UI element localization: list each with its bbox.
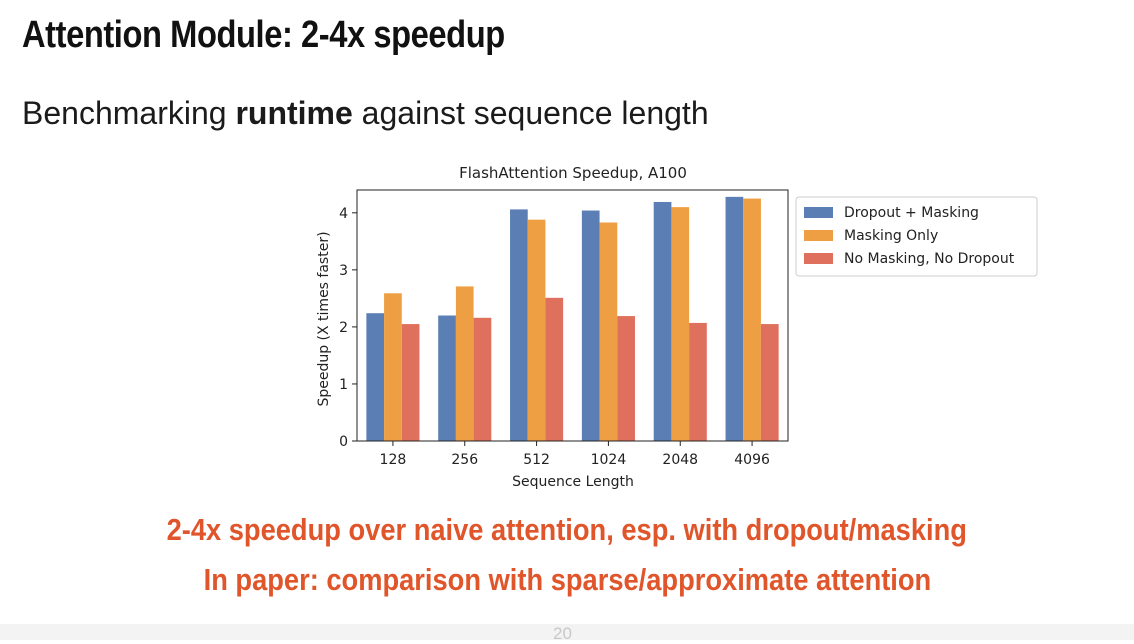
bar [545, 297, 564, 441]
y-tick-label: 4 [339, 206, 348, 222]
bar [653, 201, 672, 441]
legend-frame [795, 196, 1038, 277]
bar [617, 316, 635, 441]
legend-label: No Masking, No Dropout [844, 251, 1015, 267]
y-tick-label: 3 [339, 263, 348, 279]
y-tick-label: 2 [339, 320, 348, 336]
legend-label: Masking Only [844, 228, 938, 244]
x-tick-label: 1024 [591, 452, 627, 468]
bottom-strip [0, 624, 1134, 640]
chart-title: FlashAttention Speedup, A100 [459, 164, 687, 182]
bar [689, 322, 707, 441]
x-tick-label: 512 [523, 452, 550, 468]
slide-title: Attention Module: 2-4x speedup [22, 14, 505, 56]
x-tick-label: 4096 [734, 452, 770, 468]
bar [581, 210, 600, 441]
bar [760, 324, 779, 441]
page-number: 20 [553, 624, 572, 643]
y-axis-label: Speedup (X times faster) [316, 231, 332, 406]
legend-label: Dropout + Masking [844, 205, 979, 221]
legend-swatch [804, 253, 833, 264]
legend-swatch [804, 207, 833, 218]
bar [743, 198, 761, 441]
bar [438, 315, 456, 441]
bar [725, 196, 744, 441]
chart-legend: Dropout + Masking Masking Only No Masking,… [795, 196, 1038, 277]
bar [384, 293, 402, 441]
takeaway-speedup-text: 2-4x speedup over naive attention, esp. … [166, 512, 968, 547]
y-tick-label: 1 [339, 377, 348, 393]
slide-subtitle: Benchmarking runtime against sequence le… [22, 95, 709, 132]
takeaway-paper-text: In paper: comparison with sparse/approxi… [203, 562, 931, 597]
bar [455, 286, 474, 441]
y-tick-label: 0 [339, 434, 348, 450]
subtitle-text-start: Benchmarking [22, 95, 236, 131]
x-tick-label: 256 [451, 452, 478, 468]
takeaway-paper-comparison: In paper: comparison with sparse/approxi… [0, 562, 1134, 598]
bar [527, 219, 546, 441]
x-tick-label: 128 [380, 452, 407, 468]
takeaway-speedup: 2-4x speedup over naive attention, esp. … [0, 512, 1134, 548]
bar [473, 317, 492, 441]
bar [671, 207, 690, 441]
bar [401, 324, 420, 441]
axes-frame [356, 189, 789, 442]
bar [599, 222, 618, 441]
speedup-bar-chart: FlashAttention Speedup, A100 0 1 2 3 4 128 256… [316, 164, 1038, 490]
bar [510, 209, 528, 441]
legend-swatch [804, 230, 833, 241]
subtitle-emphasis: runtime [235, 95, 353, 131]
x-tick-label: 2048 [662, 452, 698, 468]
x-axis-label: Sequence Length [512, 474, 634, 490]
plot-area: 0 1 2 3 4 128 256 512 1024 2048 4096 [339, 189, 789, 468]
subtitle-text-end: against sequence length [352, 95, 709, 131]
bar [366, 313, 385, 441]
